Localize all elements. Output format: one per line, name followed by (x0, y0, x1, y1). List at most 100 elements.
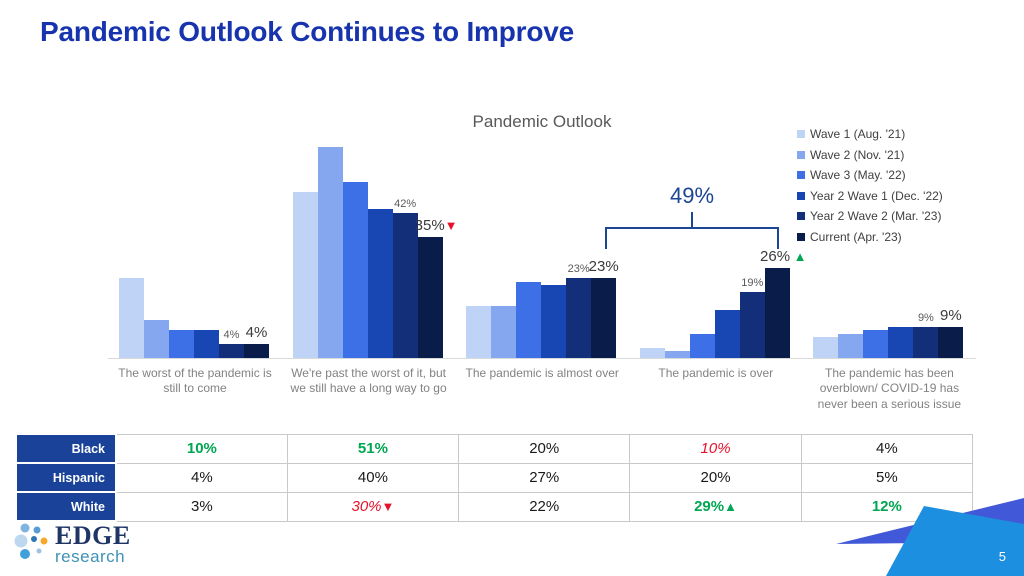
bar (541, 285, 567, 358)
table-cell: 10% (115, 433, 288, 464)
legend-swatch-icon (797, 212, 805, 221)
bar (244, 344, 269, 358)
category-label: The worst of the pandemic is still to co… (118, 366, 272, 396)
bar (219, 344, 244, 358)
bar (913, 326, 939, 358)
table-cell-value: 22% (529, 498, 560, 515)
table-cell: 4% (800, 433, 974, 464)
category-label: The pandemic is almost over (465, 366, 619, 380)
data-label-prev-wave: 19% (741, 277, 764, 290)
legend-swatch-icon (797, 191, 805, 200)
bar (367, 209, 393, 358)
bar (714, 309, 740, 358)
bar (119, 278, 144, 358)
slide-title: Pandemic Outlook Continues to Improve (40, 16, 574, 47)
table-cell-value: 10% (700, 440, 731, 457)
table-cell-value: 4% (191, 469, 213, 486)
legend-item: Wave 2 (Nov. '21) (797, 145, 943, 166)
bar (938, 326, 964, 358)
legend-label: Wave 3 (May. '22) (810, 168, 906, 183)
table-cell-value: 10% (186, 440, 217, 457)
table-row: White 3% 30%▼ 22% 29%▲ 12% (15, 491, 974, 522)
legend-label: Wave 1 (Aug. '21) (810, 127, 906, 142)
corner-decoration (836, 498, 1024, 576)
table-row: Hispanic 4% 40% 27% 20% 5% (15, 462, 974, 493)
bar (144, 319, 169, 358)
table-cell: 30%▼ (286, 491, 460, 522)
bar (417, 236, 443, 358)
logo-line1: EDGE (55, 521, 131, 550)
table-cell-value: 5% (876, 469, 898, 486)
page-number: 5 (998, 549, 1006, 564)
legend-item: Wave 3 (May. '22) (797, 165, 943, 186)
table-row-header: White (15, 491, 117, 522)
data-label-prev-wave: 9% (917, 311, 934, 324)
legend-label: Current (Apr. '23) (810, 229, 902, 244)
data-label-prev-wave: 23% (567, 263, 590, 276)
table-cell-value: 20% (700, 469, 731, 486)
data-label-current: 9% (940, 306, 962, 324)
bar (466, 306, 492, 358)
bar (813, 337, 839, 358)
bracket-annotation (605, 227, 779, 249)
legend-label: Wave 2 (Nov. '21) (810, 147, 905, 162)
bar-cluster (119, 278, 269, 358)
table-cell: 10% (629, 433, 802, 464)
chart-legend: Wave 1 (Aug. '21) Wave 2 (Nov. '21) Wave 3… (797, 124, 943, 247)
logo-line2: research (55, 547, 126, 566)
table-row-header: Black (15, 433, 117, 464)
bar (516, 281, 542, 358)
bar (317, 146, 343, 358)
bar (292, 191, 318, 358)
table-cell-value: 12% (871, 498, 902, 515)
category-label: We're past the worst of it, but we still… (290, 366, 447, 396)
legend-item: Year 2 Wave 1 (Dec. '22) (797, 186, 943, 207)
bar-cluster (466, 278, 617, 358)
edge-research-logo: EDGE research (12, 521, 202, 573)
bar-group: 42% 35%▼ (282, 146, 458, 358)
table-row: Black 10% 51% 20% 10% 4% (15, 433, 974, 464)
bar (739, 292, 765, 358)
bar (491, 306, 517, 358)
increase-triangle-icon: ▲ (724, 499, 737, 514)
bar (639, 347, 665, 358)
bar-cluster (639, 268, 790, 358)
race-breakdown-table: Black 10% 51% 20% 10% 4% Hispanic 4% 40% 27% 20% 5%… (15, 433, 974, 522)
bar (566, 278, 592, 358)
bar (664, 351, 690, 358)
bar (342, 181, 368, 358)
data-label-current: 35%▼ (414, 216, 458, 234)
decrease-triangle-icon: ▼ (381, 499, 395, 514)
table-row-header: Hispanic (15, 462, 117, 493)
table-cell: 27% (458, 462, 631, 493)
data-label-prev-wave: 4% (223, 329, 240, 342)
table-cell: 3% (115, 491, 288, 522)
table-cell: 51% (286, 433, 460, 464)
table-cell-value: 27% (529, 469, 560, 486)
bar-group: 4% 4% (108, 148, 282, 358)
bar (169, 330, 194, 358)
bar-group: 19% 26% ▲ (629, 148, 807, 358)
bar (838, 333, 864, 358)
bar-cluster (292, 146, 443, 358)
table-cell-value: 20% (529, 440, 560, 457)
bar-group: 9% 9% (802, 148, 976, 358)
bar (194, 330, 219, 358)
bar (863, 330, 889, 358)
legend-item: Current (Apr. '23) (797, 227, 943, 248)
bar (888, 326, 914, 358)
category-label: The pandemic is over (658, 366, 774, 380)
category-label: The pandemic has been overblown/ COVID-1… (817, 366, 962, 411)
legend-swatch-icon (797, 130, 805, 139)
table-cell: 20% (458, 433, 631, 464)
table-cell: 29%▲ (629, 491, 802, 522)
legend-item: Wave 1 (Aug. '21) (797, 124, 943, 145)
table-cell: 20% (629, 462, 802, 493)
bar (591, 278, 617, 358)
data-label-current: 26% ▲ (760, 248, 807, 266)
logo-circles-icon (14, 523, 48, 559)
table-cell: 40% (286, 462, 460, 493)
bar-group: 23% 23% (455, 148, 629, 358)
bracket-stem (691, 212, 693, 228)
